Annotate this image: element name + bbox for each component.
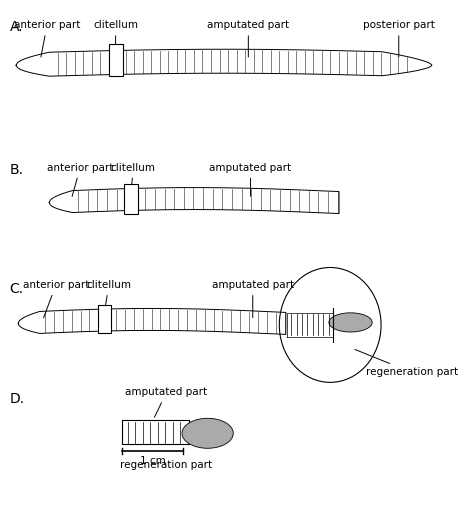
Polygon shape	[18, 309, 286, 334]
Text: A.: A.	[9, 20, 23, 34]
Text: 1 cm: 1 cm	[140, 456, 165, 466]
Text: B.: B.	[9, 163, 23, 177]
Bar	[125, 184, 138, 214]
Text: clitellum: clitellum	[111, 163, 156, 184]
Text: posterior part: posterior part	[363, 20, 435, 57]
Text: C.: C.	[9, 282, 24, 296]
Text: anterior part: anterior part	[23, 280, 89, 318]
Text: D.: D.	[9, 392, 25, 407]
Text: amputated part: amputated part	[126, 387, 208, 417]
Polygon shape	[49, 187, 339, 214]
Polygon shape	[16, 49, 432, 76]
Text: anterior part: anterior part	[14, 20, 80, 57]
Text: amputated part: amputated part	[210, 163, 292, 196]
Text: regeneration part: regeneration part	[355, 349, 458, 377]
Text: clitellum: clitellum	[86, 280, 131, 306]
Ellipse shape	[182, 418, 233, 448]
Text: anterior part: anterior part	[47, 163, 113, 196]
Text: regeneration part: regeneration part	[120, 460, 212, 470]
Bar	[98, 306, 111, 333]
Text: clitellum: clitellum	[93, 20, 138, 44]
Text: amputated part: amputated part	[212, 280, 294, 318]
Bar	[122, 420, 189, 444]
Text: amputated part: amputated part	[207, 20, 290, 57]
Polygon shape	[287, 313, 333, 337]
Ellipse shape	[329, 313, 372, 332]
Bar	[109, 44, 123, 76]
